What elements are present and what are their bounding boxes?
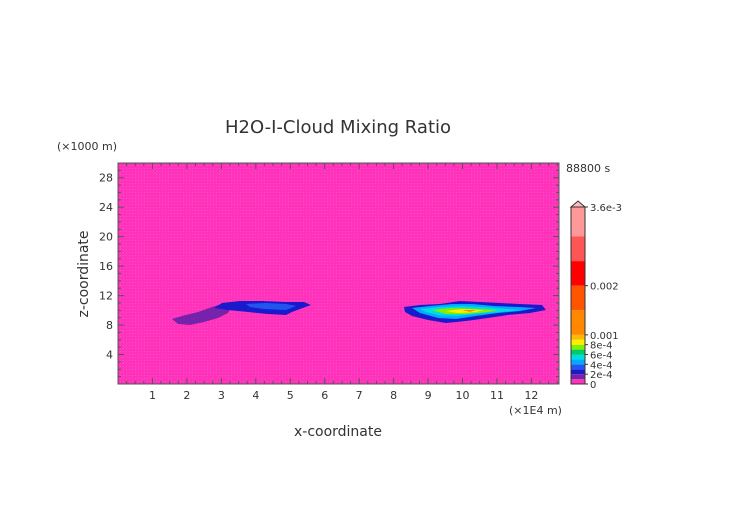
colorbar-segment [571, 354, 585, 360]
x-tick-label: 12 [524, 389, 538, 402]
colorbar-label: 8e-4 [590, 341, 613, 352]
y-tick-label: 12 [99, 290, 113, 303]
cloud-right-orange [462, 310, 476, 312]
y-tick-label: 24 [99, 201, 113, 214]
colorbar-segment [571, 285, 585, 311]
colorbar-segment [571, 364, 585, 370]
x-axis-label: x-coordinate [294, 424, 382, 440]
cloud-left-high-core [246, 303, 296, 310]
colorbar-segment [571, 379, 585, 384]
x-unit-label: (×1E4 m) [509, 404, 562, 417]
y-tick-label: 20 [99, 231, 113, 244]
cloud-features [172, 301, 546, 325]
x-tick-label: 3 [218, 389, 225, 402]
x-tick-label: 8 [390, 389, 397, 402]
y-axis-label: z-coordinate [76, 230, 92, 317]
plot-area [118, 163, 559, 384]
cloud-left-low-patch [172, 303, 232, 325]
colorbar-segment [571, 359, 585, 365]
colorbar-segment [571, 261, 585, 286]
colorbar-label: 0 [590, 380, 596, 391]
colorbar-label: 3.6e-3 [590, 203, 622, 214]
x-tick-label: 6 [321, 389, 328, 402]
x-axis: 1 2 3 4 5 6 7 8 9 10 11 12 [126, 163, 558, 402]
x-tick-label: 10 [456, 389, 470, 402]
y-tick-label: 16 [99, 260, 113, 273]
colorbar-label: 6e-4 [590, 351, 613, 362]
x-tick-label: 11 [490, 389, 504, 402]
colorbar-label: 0.001 [590, 331, 619, 342]
colorbar-label: 0.002 [590, 282, 619, 293]
colorbar-segment [571, 349, 585, 355]
colorbar-segment [571, 236, 585, 262]
colorbar-segment [571, 344, 585, 350]
x-tick-label: 9 [425, 389, 432, 402]
colorbar-label: 4e-4 [590, 360, 613, 371]
time-label: 88800 s [566, 162, 610, 175]
x-tick-label: 7 [356, 389, 363, 402]
colorbar-segment [571, 369, 585, 375]
x-tick-label: 1 [149, 389, 156, 402]
y-tick-label: 28 [99, 172, 113, 185]
colorbar-segment [571, 334, 585, 340]
colorbar-frame [570, 206, 586, 385]
colorbar-segment [571, 374, 585, 380]
x-tick-label: 4 [252, 389, 259, 402]
colorbar-segment [571, 339, 585, 345]
y-unit-label: (×1000 m) [57, 140, 117, 153]
colorbar-segment [571, 310, 585, 335]
x-tick-label: 2 [183, 389, 190, 402]
colorbar-label: 2e-4 [590, 370, 613, 381]
y-tick-label: 4 [106, 349, 113, 362]
chart-title: H2O-I-Cloud Mixing Ratio [225, 117, 451, 138]
colorbar-max-arrow [569, 200, 587, 208]
y-axis: 4 8 12 16 20 24 28 [99, 169, 559, 378]
x-tick-label: 5 [287, 389, 294, 402]
y-tick-label: 8 [106, 319, 113, 332]
colorbar-segment [571, 207, 585, 237]
